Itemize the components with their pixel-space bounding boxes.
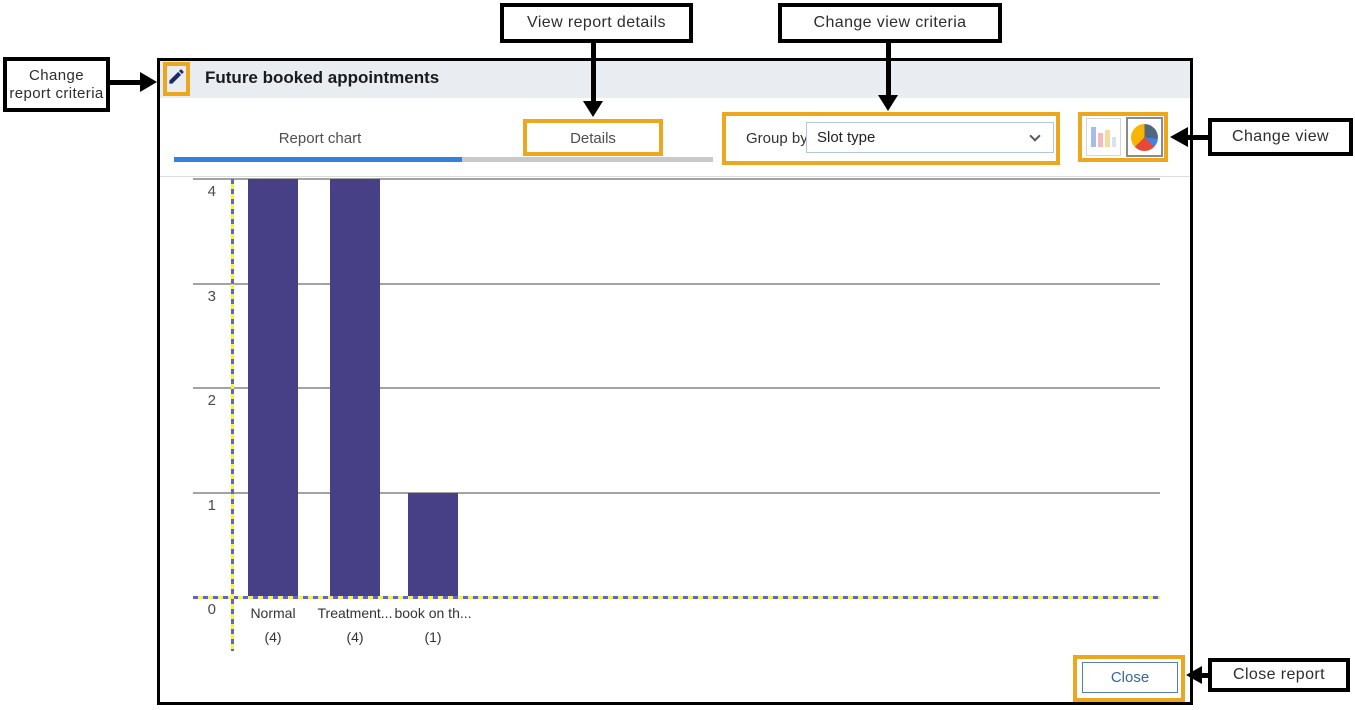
- x-axis-dashed-line: [193, 596, 1160, 599]
- callout-text: report criteria: [9, 84, 104, 102]
- x-axis-count-label: (1): [424, 629, 442, 645]
- close-button[interactable]: Close: [1082, 662, 1178, 693]
- edit-report-criteria-button[interactable]: [167, 67, 187, 91]
- x-axis-category-label: Normal: [250, 605, 296, 621]
- arrow-to-view-icons-head: [1170, 127, 1188, 147]
- arrow-to-view-icons-line: [1188, 135, 1208, 140]
- arrow-to-close-head: [1186, 666, 1202, 684]
- callout-text: Close report: [1233, 665, 1325, 683]
- arrow-to-details-line: [591, 43, 596, 101]
- x-axis-count-label: (4): [264, 629, 282, 645]
- highlight-box-close: [1073, 655, 1185, 702]
- arrow-to-group-by-head: [878, 95, 898, 111]
- highlight-box-group-by: [722, 112, 1060, 165]
- highlight-box-change-view: [1078, 112, 1168, 162]
- gridline: [193, 491, 1160, 494]
- tab-report-chart[interactable]: Report chart: [278, 130, 362, 147]
- callout-view-report-details: View report details: [500, 3, 693, 43]
- chart-bar: [408, 492, 458, 597]
- gridline: [193, 387, 1160, 389]
- arrow-to-pencil-line: [110, 80, 142, 85]
- highlight-box-details: [523, 119, 663, 156]
- arrow-to-details-head: [583, 101, 603, 117]
- arrow-to-pencil-head: [140, 72, 157, 92]
- group-by-label: Group by: [746, 130, 808, 147]
- callout-text: View report details: [527, 13, 666, 31]
- y-axis-tick-label: 4: [207, 183, 216, 200]
- y-axis-tick-label: 2: [207, 392, 216, 409]
- chart-panel-top-border: [160, 176, 1190, 177]
- callout-text: Change view criteria: [813, 13, 967, 31]
- group-by-selected-value: Slot type: [817, 129, 876, 146]
- callout-change-view: Change view: [1208, 118, 1353, 156]
- arrow-to-group-by-line: [886, 43, 891, 95]
- chart-bar: [330, 179, 380, 597]
- callout-close-report: Close report: [1208, 658, 1350, 692]
- x-axis-count-label: (4): [346, 629, 364, 645]
- tab-details[interactable]: Details: [570, 130, 616, 147]
- bar-chart-view-icon: [1091, 127, 1116, 147]
- highlight-box-pencil: [163, 62, 190, 96]
- edit-pencil-icon: [167, 69, 186, 90]
- gridline: [193, 178, 1160, 180]
- callout-change-view-criteria: Change view criteria: [778, 3, 1002, 43]
- chart-bar: [248, 179, 298, 597]
- x-axis-category-label: book on th...: [394, 605, 472, 621]
- arrow-to-close-line: [1200, 673, 1208, 678]
- bar-chart-view-button[interactable]: [1086, 118, 1121, 156]
- y-axis-dashed-line: [231, 179, 234, 651]
- y-axis-tick-label: 3: [207, 287, 216, 305]
- tab-indicator-active: [174, 157, 462, 162]
- gridline: [193, 282, 1160, 285]
- pie-chart-view-icon: [1131, 123, 1158, 151]
- group-by-dropdown[interactable]: Slot type: [806, 122, 1054, 153]
- pie-chart-view-button[interactable]: [1126, 117, 1163, 157]
- y-axis-tick-label: 0: [207, 601, 216, 618]
- page-title: Future booked appointments: [205, 68, 440, 87]
- tab-indicator-inactive: [462, 157, 713, 162]
- callout-text: Change view: [1232, 127, 1329, 145]
- y-axis-tick-label: 1: [207, 496, 216, 514]
- callout-change-report-criteria: Change report criteria: [3, 57, 110, 112]
- window-header: [160, 61, 1190, 98]
- callout-text: Change: [29, 66, 84, 84]
- x-axis-category-label: Treatment...: [317, 605, 393, 621]
- close-button-label: Close: [1110, 669, 1150, 686]
